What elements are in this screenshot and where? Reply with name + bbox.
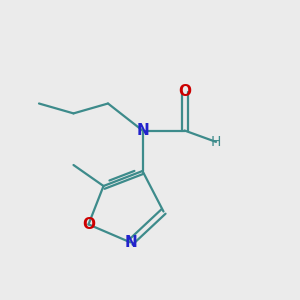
Text: H: H bbox=[211, 135, 221, 149]
Text: N: N bbox=[136, 123, 149, 138]
Text: O: O bbox=[178, 84, 191, 99]
Text: N: N bbox=[124, 235, 137, 250]
Text: O: O bbox=[82, 217, 95, 232]
